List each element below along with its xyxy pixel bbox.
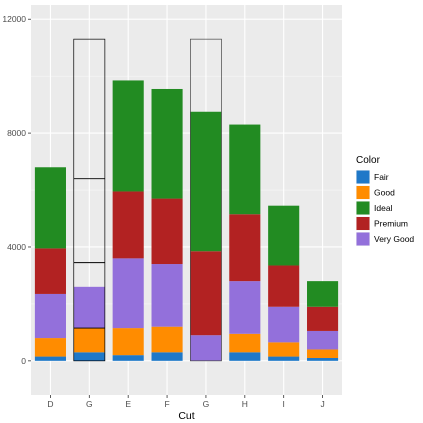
x-tick-label: G (86, 399, 93, 409)
x-tick-label: E (125, 399, 131, 409)
bar-segment-ideal (151, 88, 183, 199)
legend-swatch (356, 170, 370, 184)
x-tick-label: G (203, 399, 210, 409)
bar-segment-good (112, 328, 144, 356)
bar-segment-ideal (190, 111, 222, 252)
bar-segment-very-good (151, 264, 183, 327)
bar-segment-ideal (112, 80, 144, 192)
bar-segment-fair (73, 352, 105, 361)
outline-bars (73, 38, 222, 362)
legend-title: Color (356, 155, 381, 166)
legend-label: Good (374, 188, 395, 198)
bar-segment-fair (151, 352, 183, 361)
bar-segment-very-good (190, 335, 222, 361)
bar-segment-premium (151, 198, 183, 265)
bar-segment-ideal (268, 205, 300, 266)
bar-segment-good (307, 349, 339, 358)
bar-segment-very-good (268, 306, 300, 343)
bar-segment-fair (112, 355, 144, 361)
bar-segment-very-good (73, 286, 105, 329)
bar-segment-premium (229, 214, 261, 282)
legend-swatch (356, 201, 370, 215)
bar-segment-fair (307, 357, 339, 361)
x-tick-label: F (164, 399, 169, 409)
bar-segment-good (34, 338, 66, 357)
bar-segment-fair (229, 352, 261, 361)
x-tick-label: J (320, 399, 324, 409)
legend-swatch (356, 232, 370, 246)
bar-segment-very-good (229, 281, 261, 334)
bar-segment-good (73, 328, 105, 353)
bar-segment-premium (112, 191, 144, 259)
outline-bar (73, 38, 106, 362)
bar-segment-premium (307, 306, 339, 331)
bar-segment-premium (190, 251, 222, 336)
bar-segment-good (229, 333, 261, 353)
y-tick-label: 4000 (7, 242, 26, 252)
legend: Color Fair Good Ideal Premium Very Good (356, 155, 414, 246)
bar-segment-good (268, 342, 300, 357)
bar-segment-ideal (307, 281, 339, 307)
legend-label: Ideal (374, 203, 393, 213)
legend-label: Premium (374, 219, 408, 229)
legend-label: Fair (374, 172, 389, 182)
legend-label: Very Good (374, 234, 414, 244)
x-tick-label: D (47, 399, 53, 409)
y-tick-label: 0 (21, 356, 26, 366)
bar-segment-good (151, 326, 183, 353)
bar-segment-very-good (34, 293, 66, 339)
bar-segment-fair (34, 356, 66, 361)
bar-segment-ideal (34, 167, 66, 249)
x-axis-title: Cut (178, 410, 194, 422)
bar-segment-very-good (112, 258, 144, 329)
bar-segment-premium (268, 265, 300, 307)
x-tick-label: I (283, 399, 285, 409)
outline-bar (190, 38, 222, 362)
legend-swatch (356, 186, 370, 199)
bar-segment-fair (268, 356, 300, 361)
y-axis: 0 4000 8000 12000 (2, 14, 31, 366)
y-tick-label: 8000 (7, 128, 26, 138)
bar-segment-ideal (229, 124, 261, 215)
bar-segment-very-good (307, 330, 339, 350)
bars (34, 80, 339, 361)
bar-segment-premium (34, 248, 66, 294)
x-tick-label: H (242, 399, 248, 409)
y-tick-label: 12000 (2, 14, 26, 24)
legend-swatch (356, 217, 370, 230)
